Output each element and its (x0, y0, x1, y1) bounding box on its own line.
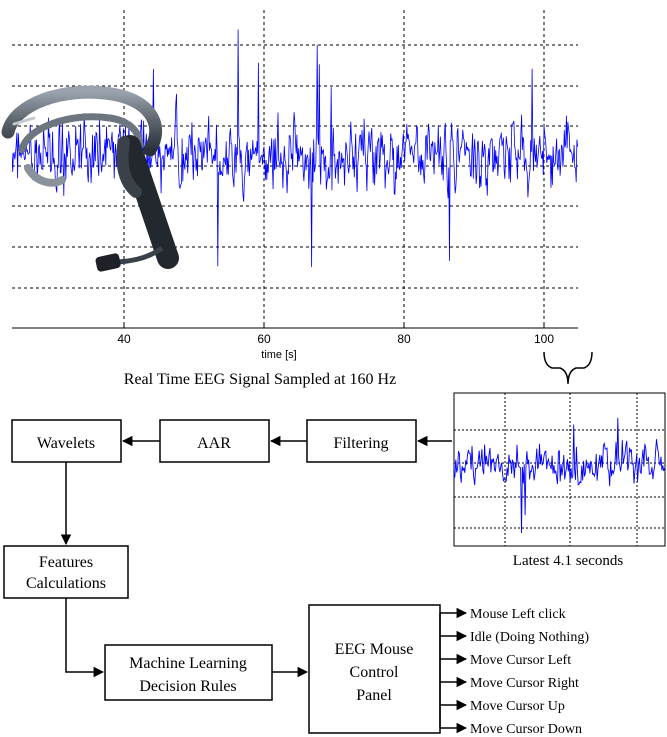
aar-label: AAR (197, 435, 231, 452)
x-tick-label-40: 40 (117, 332, 131, 346)
eeg-headset-icon (1, 85, 179, 272)
output-move-cursor-right: Move Cursor Right (440, 676, 579, 691)
filtering-block (306, 419, 417, 463)
output-label: Move Cursor Right (470, 676, 579, 691)
x-tick-label-60: 60 (257, 332, 271, 346)
main-plot-x-ticks (123, 323, 545, 328)
filtering-label: Filtering (333, 435, 388, 452)
x-axis-label: time [s] (261, 349, 296, 361)
control-panel-block (308, 604, 441, 734)
control-panel-label-line3: Panel (356, 687, 392, 704)
wavelets-label: Wavelets (37, 435, 95, 452)
output-label: Move Cursor Up (470, 699, 565, 714)
main-plot-caption: Real Time EEG Signal Sampled at 160 Hz (124, 371, 396, 388)
output-label: Idle (Doing Nothing) (470, 630, 589, 645)
output-move-cursor-up: Move Cursor Up (440, 699, 565, 714)
output-label: Move Cursor Left (470, 653, 571, 668)
ml-label-line1: Machine Learning (129, 655, 247, 672)
output-list: Mouse Left click Idle (Doing Nothing) Mo… (440, 607, 589, 737)
window-plot-caption: Latest 4.1 seconds (513, 553, 624, 569)
eeg-signal-trace (12, 29, 578, 268)
features-label-line2: Calculations (26, 575, 106, 592)
features-label-line1: Features (39, 554, 93, 571)
output-move-cursor-down: Move Cursor Down (440, 722, 582, 737)
window-bracket (543, 351, 593, 385)
output-idle: Idle (Doing Nothing) (440, 630, 589, 645)
output-label: Move Cursor Down (470, 722, 582, 737)
output-label: Mouse Left click (470, 607, 566, 622)
eeg-signal-plot: 40 60 80 100 time [s] Real Time EEG Sign… (12, 10, 578, 388)
x-tick-label-100: 100 (534, 332, 554, 346)
control-panel-label-line2: Control (350, 664, 399, 681)
control-panel-label-line1: EEG Mouse (335, 641, 414, 658)
window-signal-plot: Latest 4.1 seconds (453, 392, 666, 569)
arrow-features-to-ml (65, 598, 105, 678)
window-signal-trace (454, 417, 665, 534)
output-mouse-left-click: Mouse Left click (440, 607, 566, 622)
features-block (3, 545, 129, 599)
output-move-cursor-left: Move Cursor Left (440, 653, 571, 668)
x-tick-label-80: 80 (397, 332, 411, 346)
processing-pipeline: Filtering AAR Wavelets Features Calculat… (3, 419, 441, 734)
flow-arrows (60, 435, 452, 728)
ml-label-line2: Decision Rules (139, 678, 236, 695)
